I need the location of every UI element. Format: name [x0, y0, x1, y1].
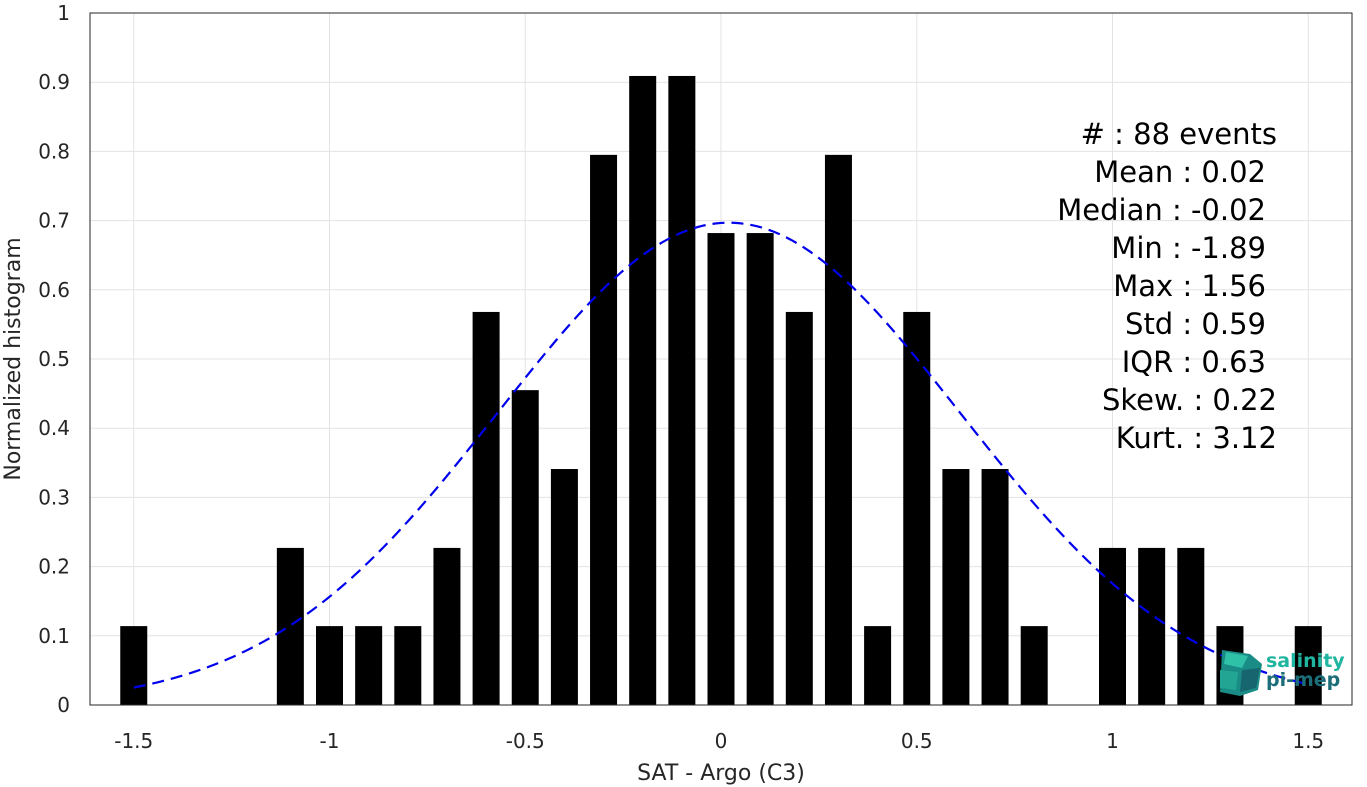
y-tick-label: 0.8 — [38, 139, 70, 163]
histogram-bar — [1020, 626, 1048, 705]
histogram-bar — [942, 469, 970, 705]
x-tick-label: -0.5 — [506, 729, 545, 753]
y-tick-label: 0.5 — [38, 347, 70, 371]
histogram-bar — [120, 626, 148, 705]
histogram-bar — [1294, 626, 1322, 705]
stat-line: IQR : 0.63 — [1122, 345, 1266, 379]
x-tick-label: -1 — [320, 729, 340, 753]
histogram-bar — [316, 626, 343, 705]
x-axis-label: SAT - Argo (C3) — [637, 761, 805, 786]
y-tick-label: 0.6 — [38, 278, 70, 302]
y-tick-label: 1 — [57, 1, 70, 25]
y-tick-label: 0.1 — [38, 624, 70, 648]
y-tick-labels: 0 0.1 0.2 0.3 0.4 0.5 0.6 0.7 0.8 0.9 1 — [38, 1, 70, 717]
bar-series — [120, 75, 1322, 706]
x-tick-label: 0 — [715, 729, 728, 753]
histogram-bar — [903, 311, 931, 705]
x-tick-label: 1.5 — [1292, 729, 1324, 753]
histogram-bar — [981, 469, 1009, 705]
statistics-annotation: # : 88 events Mean : 0.02 Median : -0.02 Mi… — [1057, 117, 1277, 455]
y-tick-label: 0.2 — [38, 555, 70, 579]
logo-cube-icon — [1220, 650, 1262, 696]
gaussian-fit-curve — [133, 221, 1309, 689]
stat-line: Skew. : 0.22 — [1102, 383, 1277, 417]
histogram-bar — [590, 154, 618, 706]
histogram-bar — [864, 626, 892, 705]
stat-line: Min : -1.89 — [1111, 231, 1266, 265]
histogram-bar — [472, 311, 500, 705]
y-tick-label: 0.9 — [38, 70, 70, 94]
y-tick-label: 0 — [57, 693, 70, 717]
x-tick-label: 1 — [1106, 729, 1119, 753]
x-tick-labels: -1.5 -1 -0.5 0 0.5 1 1.5 — [114, 729, 1324, 753]
histogram-bar — [355, 626, 383, 705]
logo-text-pimep: pi-mep — [1266, 669, 1340, 691]
histogram-bar — [433, 547, 461, 705]
stat-line: Mean : 0.02 — [1094, 155, 1266, 189]
y-tick-label: 0.4 — [38, 416, 70, 440]
histogram-bar — [550, 469, 578, 705]
salinity-pimep-logo: salinity pi-mep — [1220, 650, 1345, 696]
histogram-bar — [824, 154, 852, 706]
stat-line: Kurt. : 3.12 — [1116, 421, 1277, 455]
y-tick-label: 0.7 — [38, 209, 70, 233]
histogram-bar — [1177, 547, 1205, 705]
y-axis-label: Normalized histogram — [1, 237, 26, 480]
histogram-bar — [785, 311, 813, 705]
histogram-bar — [511, 390, 539, 705]
stat-line: # : 88 events — [1081, 117, 1277, 151]
histogram-bar — [629, 75, 657, 706]
histogram-bar — [668, 75, 696, 706]
histogram-bar — [707, 233, 735, 705]
y-tick-label: 0.3 — [38, 485, 70, 509]
x-tick-label: -1.5 — [114, 729, 153, 753]
axes-box — [89, 12, 1353, 706]
stat-line: Median : -0.02 — [1057, 193, 1266, 227]
stat-line: Std : 0.59 — [1125, 307, 1266, 341]
stat-line: Max : 1.56 — [1113, 269, 1266, 303]
histogram-bar — [276, 547, 304, 705]
logo-text-salinity: salinity — [1266, 650, 1345, 672]
histogram-bar — [1138, 547, 1166, 705]
histogram-bar — [394, 626, 422, 705]
histogram-bar — [746, 233, 774, 705]
x-tick-label: 0.5 — [901, 729, 933, 753]
histogram-bar — [1099, 547, 1126, 705]
